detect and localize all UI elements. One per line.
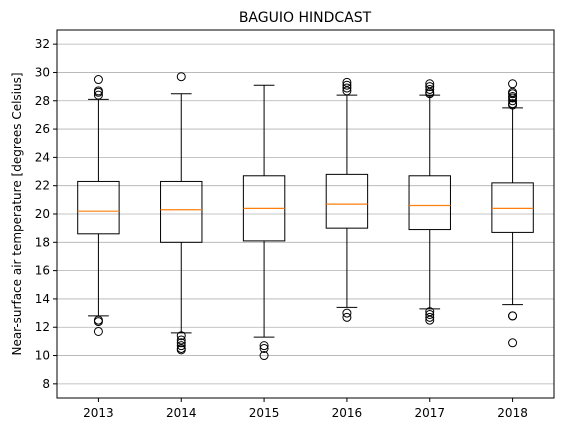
flier-point <box>508 99 518 109</box>
y-axis-ticks: 8 10 12 14 16 18 20 22 24 26 28 30 32 <box>35 37 57 391</box>
flier-point <box>259 341 269 351</box>
y-gridlines <box>57 43 554 385</box>
flier-point <box>93 90 103 100</box>
flier-point <box>176 72 186 82</box>
flier-point <box>508 92 518 102</box>
y-tick-label: 24 <box>35 150 50 164</box>
flier-point <box>342 312 352 322</box>
flier-point <box>176 331 186 341</box>
flier-point <box>259 351 269 361</box>
flier-point <box>342 80 352 90</box>
flier-point <box>93 317 103 327</box>
flier-point <box>425 312 435 322</box>
flier-point <box>425 309 435 319</box>
flier-point <box>508 311 518 321</box>
box-2013 <box>77 75 120 336</box>
x-tick-label: 2018 <box>497 406 528 420</box>
y-tick-label: 16 <box>35 264 50 278</box>
box-2016 <box>325 77 369 322</box>
chart-title: BAGUIO HINDCAST <box>239 10 372 26</box>
y-tick-label: 12 <box>35 320 50 334</box>
y-tick-label: 10 <box>35 349 50 363</box>
x-tick-label: 2017 <box>414 406 445 420</box>
y-axis-label: Near-surface air temperature [degrees Ce… <box>10 72 24 355</box>
flier-point <box>176 338 186 348</box>
flier-point <box>342 77 352 87</box>
y-tick-label: 8 <box>42 377 50 391</box>
flier-point <box>425 315 435 325</box>
x-tick-label: 2016 <box>332 406 363 420</box>
flier-point <box>342 308 352 318</box>
y-tick-label: 30 <box>35 65 50 79</box>
flier-point <box>508 338 518 348</box>
flier-point <box>342 83 352 93</box>
box-2014 <box>160 72 203 355</box>
box-series <box>77 72 534 361</box>
flier-point <box>259 343 269 353</box>
iqr-box <box>491 182 534 233</box>
y-tick-label: 14 <box>35 292 50 306</box>
x-tick-label: 2015 <box>249 406 280 420</box>
y-tick-label: 28 <box>35 94 50 108</box>
flier-point <box>176 345 186 355</box>
x-axis-ticks: 2013 2014 2015 2016 2017 2018 <box>83 398 528 420</box>
flier-point <box>425 82 435 92</box>
y-tick-label: 26 <box>35 122 50 136</box>
y-tick-label: 32 <box>35 37 50 51</box>
flier-point <box>176 341 186 351</box>
box-2015 <box>242 84 286 361</box>
iqr-box <box>77 180 120 235</box>
flier-point <box>425 84 435 94</box>
flier-point <box>93 86 103 96</box>
x-tick-label: 2014 <box>166 406 197 420</box>
y-tick-label: 20 <box>35 207 50 221</box>
box-2018 <box>491 79 534 348</box>
flier-point <box>93 75 103 85</box>
iqr-box <box>408 175 451 231</box>
flier-point <box>508 79 518 89</box>
flier-point <box>425 79 435 89</box>
iqr-box <box>160 180 203 243</box>
y-tick-label: 18 <box>35 235 50 249</box>
y-tick-label: 22 <box>35 179 50 193</box>
iqr-box <box>325 173 369 229</box>
box-2017 <box>408 79 451 325</box>
x-tick-label: 2013 <box>83 406 114 420</box>
flier-point <box>93 326 103 336</box>
